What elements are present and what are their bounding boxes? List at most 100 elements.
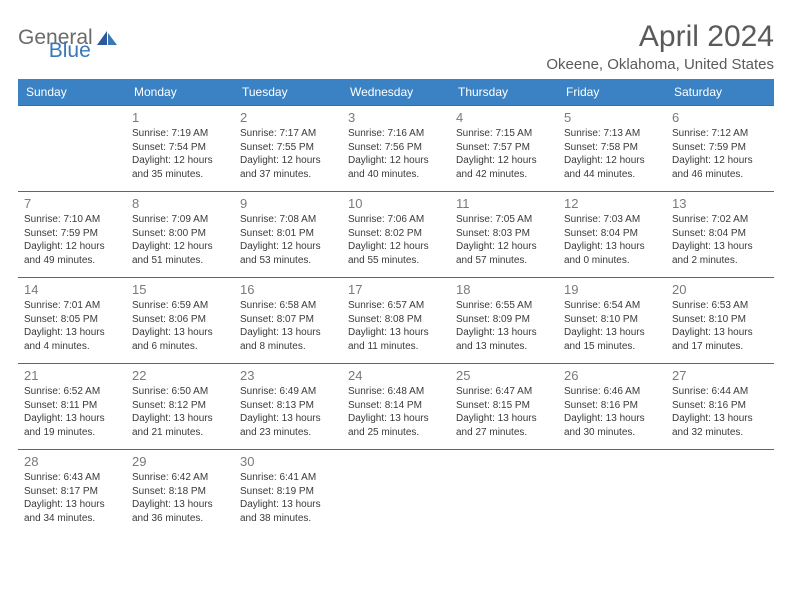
day-cell: 5 Sunrise: 7:13 AMSunset: 7:58 PMDaylight… [558,106,666,192]
day-line-d2: and 37 minutes. [240,168,336,182]
day-number: 18 [456,282,552,297]
day-line-ss: Sunset: 8:10 PM [564,313,660,327]
day-line-d1: Daylight: 13 hours [564,240,660,254]
day-body: Sunrise: 6:59 AMSunset: 8:06 PMDaylight:… [132,299,228,353]
day-cell [18,106,126,192]
day-body: Sunrise: 6:43 AMSunset: 8:17 PMDaylight:… [24,471,120,525]
day-line-d1: Daylight: 13 hours [564,412,660,426]
day-line-d1: Daylight: 13 hours [240,326,336,340]
day-line-ss: Sunset: 8:18 PM [132,485,228,499]
dow-monday: Monday [126,79,234,106]
day-cell: 14Sunrise: 7:01 AMSunset: 8:05 PMDayligh… [18,278,126,364]
day-body: Sunrise: 7:17 AMSunset: 7:55 PMDaylight:… [240,127,336,181]
day-line-d1: Daylight: 12 hours [456,240,552,254]
day-line-sr: Sunrise: 6:46 AM [564,385,660,399]
day-line-sr: Sunrise: 7:06 AM [348,213,444,227]
day-line-ss: Sunset: 8:05 PM [24,313,120,327]
day-number: 1 [132,110,228,125]
day-line-d1: Daylight: 13 hours [24,412,120,426]
day-line-sr: Sunrise: 7:02 AM [672,213,768,227]
day-line-d1: Daylight: 12 hours [456,154,552,168]
day-body: Sunrise: 6:48 AMSunset: 8:14 PMDaylight:… [348,385,444,439]
day-number: 5 [564,110,660,125]
day-body: Sunrise: 6:58 AMSunset: 8:07 PMDaylight:… [240,299,336,353]
day-cell [666,450,774,536]
day-number: 20 [672,282,768,297]
day-line-d1: Daylight: 13 hours [24,326,120,340]
day-cell: 6Sunrise: 7:12 AMSunset: 7:59 PMDaylight… [666,106,774,192]
day-body: Sunrise: 7:02 AMSunset: 8:04 PMDaylight:… [672,213,768,267]
day-number: 19 [564,282,660,297]
dow-sunday: Sunday [18,79,126,106]
day-number: 30 [240,454,336,469]
day-line-ss: Sunset: 8:16 PM [564,399,660,413]
day-cell: 13Sunrise: 7:02 AMSunset: 8:04 PMDayligh… [666,192,774,278]
day-line-d1: Daylight: 13 hours [24,498,120,512]
day-cell [342,450,450,536]
dow-thursday: Thursday [450,79,558,106]
day-body: Sunrise: 7:09 AMSunset: 8:00 PMDaylight:… [132,213,228,267]
day-line-ss: Sunset: 8:14 PM [348,399,444,413]
day-line-sr: Sunrise: 6:48 AM [348,385,444,399]
day-body: Sunrise: 7:12 AMSunset: 7:59 PMDaylight:… [672,127,768,181]
day-body: Sunrise: 6:46 AMSunset: 8:16 PMDaylight:… [564,385,660,439]
day-line-d2: and 8 minutes. [240,340,336,354]
day-line-d2: and 11 minutes. [348,340,444,354]
day-line-d2: and 51 minutes. [132,254,228,268]
day-line-sr: Sunrise: 6:55 AM [456,299,552,313]
day-cell: 7 Sunrise: 7:10 AMSunset: 7:59 PMDaylight… [18,192,126,278]
day-body: Sunrise: 7:08 AMSunset: 8:01 PMDaylight:… [240,213,336,267]
dow-wednesday: Wednesday [342,79,450,106]
day-line-sr: Sunrise: 7:08 AM [240,213,336,227]
day-body: Sunrise: 7:10 AMSunset: 7:59 PMDaylight:… [24,213,120,267]
day-cell: 30 Sunrise: 6:41 AMSunset: 8:19 PMDayligh… [234,450,342,536]
day-body: Sunrise: 7:06 AMSunset: 8:02 PMDaylight:… [348,213,444,267]
day-number: 28 [24,454,120,469]
day-line-d1: Daylight: 12 hours [564,154,660,168]
day-body: Sunrise: 7:05 AMSunset: 8:03 PMDaylight:… [456,213,552,267]
location: Okeene, Oklahoma, United States [546,56,774,73]
day-cell: 23Sunrise: 6:49 AMSunset: 8:13 PMDayligh… [234,364,342,450]
day-line-sr: Sunrise: 6:50 AM [132,385,228,399]
day-line-ss: Sunset: 7:58 PM [564,141,660,155]
day-cell [558,450,666,536]
day-line-ss: Sunset: 8:03 PM [456,227,552,241]
day-line-sr: Sunrise: 7:13 AM [564,127,660,141]
day-line-sr: Sunrise: 6:58 AM [240,299,336,313]
day-line-ss: Sunset: 7:57 PM [456,141,552,155]
day-cell: 19Sunrise: 6:54 AMSunset: 8:10 PMDayligh… [558,278,666,364]
day-cell: 16Sunrise: 6:58 AMSunset: 8:07 PMDayligh… [234,278,342,364]
logo-sail-icon [96,30,118,46]
dow-friday: Friday [558,79,666,106]
day-line-d1: Daylight: 12 hours [672,154,768,168]
day-cell: 20Sunrise: 6:53 AMSunset: 8:10 PMDayligh… [666,278,774,364]
day-line-ss: Sunset: 8:16 PM [672,399,768,413]
month-title: April 2024 [546,20,774,54]
day-number: 12 [564,196,660,211]
day-line-sr: Sunrise: 6:57 AM [348,299,444,313]
day-number: 7 [24,196,120,211]
day-line-d1: Daylight: 13 hours [456,326,552,340]
day-body: Sunrise: 6:41 AMSunset: 8:19 PMDaylight:… [240,471,336,525]
day-line-d2: and 27 minutes. [456,426,552,440]
day-line-ss: Sunset: 8:08 PM [348,313,444,327]
day-line-sr: Sunrise: 7:09 AM [132,213,228,227]
day-line-d2: and 2 minutes. [672,254,768,268]
day-line-d1: Daylight: 13 hours [672,326,768,340]
day-line-ss: Sunset: 8:11 PM [24,399,120,413]
day-line-d2: and 19 minutes. [24,426,120,440]
day-line-d2: and 35 minutes. [132,168,228,182]
day-line-sr: Sunrise: 7:19 AM [132,127,228,141]
day-line-sr: Sunrise: 7:16 AM [348,127,444,141]
day-line-sr: Sunrise: 7:10 AM [24,213,120,227]
day-line-ss: Sunset: 8:10 PM [672,313,768,327]
day-number: 15 [132,282,228,297]
day-cell: 3Sunrise: 7:16 AMSunset: 7:56 PMDaylight… [342,106,450,192]
header: General Blue April 2024 Okeene, Oklahoma… [18,20,774,73]
day-line-d2: and 30 minutes. [564,426,660,440]
day-line-d1: Daylight: 12 hours [132,240,228,254]
day-cell: 2Sunrise: 7:17 AMSunset: 7:55 PMDaylight… [234,106,342,192]
day-line-d2: and 0 minutes. [564,254,660,268]
day-of-week-row: Sunday Monday Tuesday Wednesday Thursday… [18,79,774,106]
day-body: Sunrise: 7:13 AMSunset: 7:58 PMDaylight:… [564,127,660,181]
